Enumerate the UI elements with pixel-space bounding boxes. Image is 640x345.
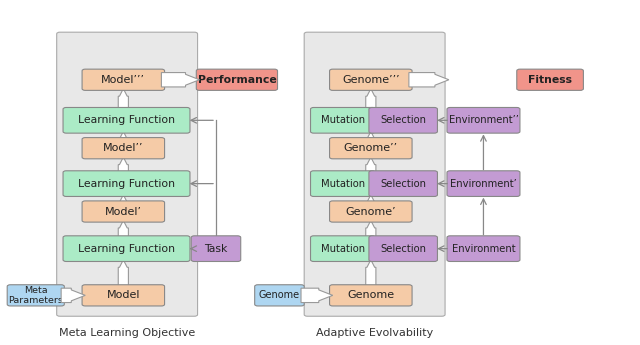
FancyBboxPatch shape <box>255 285 304 306</box>
Polygon shape <box>365 195 376 203</box>
FancyBboxPatch shape <box>330 201 412 222</box>
FancyBboxPatch shape <box>330 285 412 306</box>
FancyBboxPatch shape <box>57 32 198 316</box>
Polygon shape <box>301 288 333 303</box>
FancyBboxPatch shape <box>82 285 164 306</box>
Text: Performance: Performance <box>198 75 276 85</box>
Text: Adaptive Evolvability: Adaptive Evolvability <box>316 328 433 338</box>
Text: Selection: Selection <box>380 115 426 125</box>
Text: Genome’’’: Genome’’’ <box>342 75 399 85</box>
Polygon shape <box>118 260 129 286</box>
FancyBboxPatch shape <box>447 236 520 262</box>
FancyBboxPatch shape <box>447 171 520 196</box>
Text: Meta Learning Objective: Meta Learning Objective <box>59 328 195 338</box>
Text: Model: Model <box>107 290 140 300</box>
Text: Meta
Parameters: Meta Parameters <box>8 286 63 305</box>
Polygon shape <box>61 288 85 303</box>
FancyBboxPatch shape <box>82 69 164 90</box>
Text: Selection: Selection <box>380 244 426 254</box>
Polygon shape <box>118 195 129 203</box>
Text: Model’’’: Model’’’ <box>101 75 145 85</box>
FancyBboxPatch shape <box>63 171 190 196</box>
FancyBboxPatch shape <box>82 138 164 159</box>
Text: Environment’’: Environment’’ <box>449 115 518 125</box>
Text: Environment’: Environment’ <box>450 179 517 189</box>
FancyBboxPatch shape <box>63 108 190 133</box>
Text: Genome’: Genome’ <box>346 207 396 217</box>
Polygon shape <box>365 220 376 237</box>
Text: Model’’: Model’’ <box>103 143 143 153</box>
FancyBboxPatch shape <box>63 236 190 262</box>
Polygon shape <box>118 89 129 109</box>
Text: Genome’’: Genome’’ <box>344 143 398 153</box>
Polygon shape <box>365 157 376 172</box>
FancyBboxPatch shape <box>330 138 412 159</box>
Text: Genome: Genome <box>348 290 394 300</box>
FancyBboxPatch shape <box>516 69 584 90</box>
Text: Selection: Selection <box>380 179 426 189</box>
FancyBboxPatch shape <box>7 285 64 306</box>
FancyBboxPatch shape <box>447 108 520 133</box>
FancyBboxPatch shape <box>310 108 375 133</box>
Polygon shape <box>365 260 376 286</box>
Text: Fitness: Fitness <box>528 75 572 85</box>
Polygon shape <box>118 131 129 139</box>
Polygon shape <box>409 72 449 87</box>
FancyBboxPatch shape <box>304 32 445 316</box>
Text: Learning Function: Learning Function <box>78 244 175 254</box>
FancyBboxPatch shape <box>310 236 375 262</box>
Text: Mutation: Mutation <box>321 179 365 189</box>
FancyBboxPatch shape <box>330 69 412 90</box>
Text: Genome: Genome <box>259 290 300 300</box>
FancyBboxPatch shape <box>310 171 375 196</box>
FancyBboxPatch shape <box>82 201 164 222</box>
Text: Task: Task <box>204 244 228 254</box>
Polygon shape <box>365 131 376 139</box>
FancyBboxPatch shape <box>369 171 438 196</box>
FancyBboxPatch shape <box>369 236 438 262</box>
FancyBboxPatch shape <box>196 69 278 90</box>
Text: Learning Function: Learning Function <box>78 179 175 189</box>
Polygon shape <box>118 220 129 237</box>
Text: Environment: Environment <box>452 244 515 254</box>
Polygon shape <box>365 89 376 109</box>
Polygon shape <box>118 157 129 172</box>
Text: Mutation: Mutation <box>321 115 365 125</box>
FancyBboxPatch shape <box>191 236 241 262</box>
Text: Model’: Model’ <box>105 207 142 217</box>
Text: Learning Function: Learning Function <box>78 115 175 125</box>
Text: Mutation: Mutation <box>321 244 365 254</box>
FancyBboxPatch shape <box>369 108 438 133</box>
Polygon shape <box>161 72 200 87</box>
